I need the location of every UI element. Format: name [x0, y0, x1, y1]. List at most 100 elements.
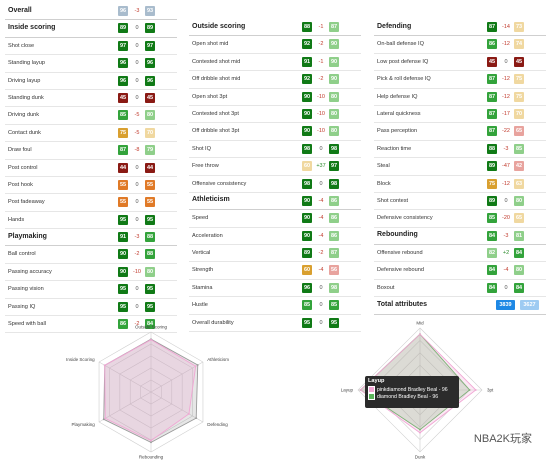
- rating-badge-1: 90: [302, 91, 312, 102]
- radar-axis-label: Defending: [207, 422, 228, 427]
- section-title: Athleticism: [192, 196, 230, 204]
- rating-delta: -8: [134, 147, 140, 154]
- rating-badge-1: 96: [118, 6, 128, 16]
- radar-point: [419, 428, 421, 431]
- watermark: NBA2K玩家: [473, 433, 532, 445]
- rating-badge-2: 93: [145, 6, 155, 16]
- rating-badge-1: 75: [487, 178, 497, 189]
- rating-badge-2: 87: [329, 22, 339, 32]
- attribute-label: Low post defense IQ: [377, 58, 429, 65]
- radar-point: [195, 417, 198, 419]
- rating-badge-1: 98: [302, 143, 312, 154]
- attribute-row: Standing layup 96 0 96: [5, 55, 177, 73]
- attribute-row: On-ball defense IQ 86 -12 74: [374, 36, 546, 54]
- rating-badge-2: 87: [329, 248, 339, 259]
- rating-badge-2: 80: [329, 108, 339, 119]
- rating-badge-2: 86: [329, 230, 339, 241]
- rating-delta: -14: [502, 24, 510, 30]
- rating-badge-2: 55: [145, 197, 155, 208]
- rating-badge-2: 86: [329, 195, 339, 206]
- rating-delta: 0: [135, 199, 139, 206]
- rating-badge-1: 84: [487, 265, 497, 276]
- rating-badge-1: 96: [118, 58, 128, 69]
- attribute-row: Off dribble shot mid 92 -2 90: [189, 71, 361, 89]
- attribute-label: Contested shot mid: [192, 58, 241, 65]
- rating-delta: -5: [134, 112, 140, 119]
- rating-delta: 0: [135, 94, 139, 101]
- attribute-row: Ball control 90 -2 88: [5, 246, 177, 264]
- attribute-label: Offensive consistency: [192, 180, 247, 187]
- rating-delta: -12: [502, 41, 510, 48]
- rating-delta: -3: [134, 8, 140, 14]
- attribute-label: Offensive rebound: [377, 250, 423, 257]
- attribute-label: Draw foul: [8, 147, 32, 154]
- attribute-label: Hustle: [192, 302, 208, 309]
- attribute-label: Standing layup: [8, 60, 46, 67]
- rating-badge-1: 87: [487, 91, 497, 102]
- attribute-row: Shot contest 89 0 80: [374, 193, 546, 211]
- rating-delta: -20: [502, 215, 510, 222]
- rating-badge-2: 95: [145, 301, 155, 312]
- attribute-row: Draw foul 87 -8 79: [5, 142, 177, 160]
- attribute-row: Standing dunk 45 0 45: [5, 90, 177, 108]
- rating-delta: 0: [135, 216, 139, 223]
- rating-delta: 0: [319, 319, 323, 326]
- rating-badge-2: 88: [145, 232, 155, 243]
- attribute-label: Defensive rebound: [377, 267, 424, 274]
- radar-axis-label: Playmaking: [71, 422, 95, 427]
- attribute-row: Strength 60 -4 56: [189, 262, 361, 280]
- rating-badge-2: 3627: [520, 300, 539, 311]
- rating-badge-1: 92: [302, 39, 312, 50]
- radar-point: [102, 418, 105, 421]
- rating-badge-1: 91: [302, 56, 312, 67]
- rating-badge-2: 84: [514, 248, 524, 259]
- section-header: Rebounding 84 -3 81: [374, 228, 546, 246]
- section-title: Total attributes: [377, 300, 428, 308]
- attribute-label: Strength: [192, 267, 214, 274]
- rating-delta: -2: [318, 41, 324, 48]
- attributes-column-1: Overall 96 -3 93 Inside scoring 89 0 89 Shot clo…: [5, 3, 177, 334]
- rating-badge-1: 55: [118, 179, 128, 190]
- rating-badge-1: 84: [487, 230, 497, 241]
- rating-badge-2: 96: [145, 58, 155, 69]
- rating-delta: +37: [316, 163, 326, 170]
- attribute-row: Acceleration 90 -4 86: [189, 228, 361, 246]
- attribute-label: Speed with ball: [8, 321, 46, 328]
- radar-axis-label: Inside Scoring: [66, 357, 95, 362]
- attribute-label: Stamina: [192, 284, 213, 291]
- attribute-row: Post control 44 0 44: [5, 160, 177, 177]
- attributes-column-3: Defending 87 -14 73 On-ball defense IQ 86 -12 7…: [374, 19, 546, 315]
- rating-delta: -12: [502, 180, 510, 187]
- rating-badge-2: 55: [145, 179, 155, 190]
- rating-badge-2: 44: [145, 162, 155, 173]
- attribute-label: Shot close: [8, 42, 35, 49]
- radar-point: [419, 431, 421, 434]
- attribute-label: Post control: [8, 164, 38, 171]
- rating-badge-1: 60: [302, 265, 312, 276]
- attribute-label: Open shot 3pt: [192, 93, 228, 100]
- rating-badge-1: 95: [118, 301, 128, 312]
- rating-badge-2: 80: [145, 266, 155, 277]
- rating-delta: 0: [135, 77, 139, 84]
- rating-badge-1: 87: [487, 74, 497, 85]
- rating-badge-2: 89: [145, 23, 155, 34]
- attribute-row: Reaction time 88 -3 85: [374, 141, 546, 159]
- attribute-label: On-ball defense IQ: [377, 41, 424, 48]
- rating-badge-2: 73: [514, 22, 524, 32]
- attribute-row: Vertical 89 -2 87: [189, 245, 361, 263]
- attribute-row: Lateral quickness 87 -17 70: [374, 106, 546, 124]
- section-title: Outside scoring: [192, 22, 246, 30]
- attribute-row: Open shot 3pt 90 -10 80: [189, 89, 361, 106]
- rating-badge-1: 86: [487, 39, 497, 50]
- rating-badge-1: 90: [302, 195, 312, 206]
- rating-badge-2: 79: [145, 145, 155, 156]
- rating-badge-2: 74: [514, 39, 524, 50]
- attribute-row: Speed with ball 86 -2 84: [5, 316, 177, 334]
- radar-axis-label: Rebounding: [139, 455, 164, 460]
- radar-point: [474, 389, 477, 391]
- rating-badge-1: 90: [302, 213, 312, 224]
- radar-point: [150, 441, 152, 444]
- attribute-label: Contested shot 3pt: [192, 110, 239, 117]
- attribute-label: Shot IQ: [192, 145, 211, 152]
- attribute-label: Ball control: [8, 251, 36, 258]
